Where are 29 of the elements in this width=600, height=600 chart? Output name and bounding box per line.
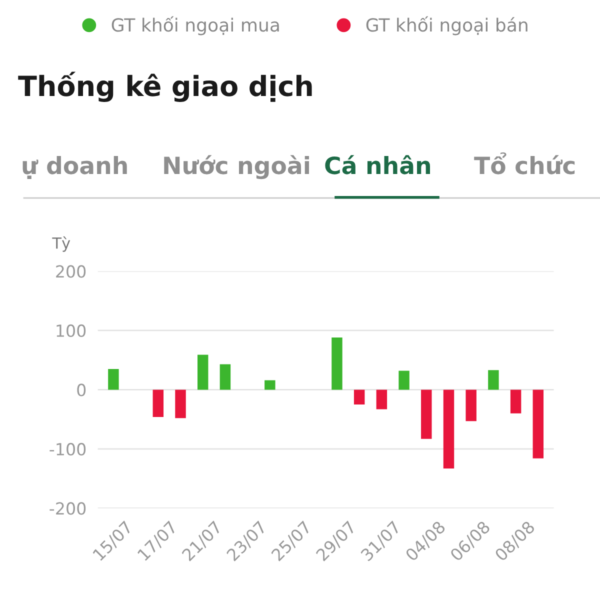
bar	[398, 370, 410, 390]
bar	[443, 390, 454, 469]
legend-label: GT khối ngoại bán	[366, 16, 528, 36]
bar	[532, 390, 544, 458]
bar	[175, 390, 186, 418]
bar	[466, 390, 476, 422]
bar	[332, 338, 342, 390]
text: Cá nhân	[325, 155, 430, 174]
bar	[421, 390, 432, 439]
bar	[152, 390, 164, 417]
y-tick-label: 200	[56, 265, 86, 278]
bar	[108, 368, 119, 390]
bar	[197, 354, 208, 390]
legend-label: GT khối ngoại mua	[112, 16, 279, 36]
bar	[264, 380, 276, 390]
y-axis-title: Tỳ	[52, 236, 70, 252]
y-tick-label: 100	[56, 324, 86, 338]
bar	[220, 364, 231, 390]
bar	[488, 370, 499, 390]
text: Nước ngoài	[164, 155, 309, 180]
chart-title: Thống kê giao dịch	[18, 72, 312, 102]
y-tick-label: 0	[77, 384, 86, 396]
text: ự doanh	[22, 156, 127, 180]
bar	[510, 390, 522, 414]
bar	[376, 390, 388, 410]
bar	[354, 390, 365, 405]
y-tick-label: -100	[50, 442, 86, 456]
y-tick-label: -200	[50, 502, 86, 515]
text: Tổ chức	[474, 152, 575, 174]
